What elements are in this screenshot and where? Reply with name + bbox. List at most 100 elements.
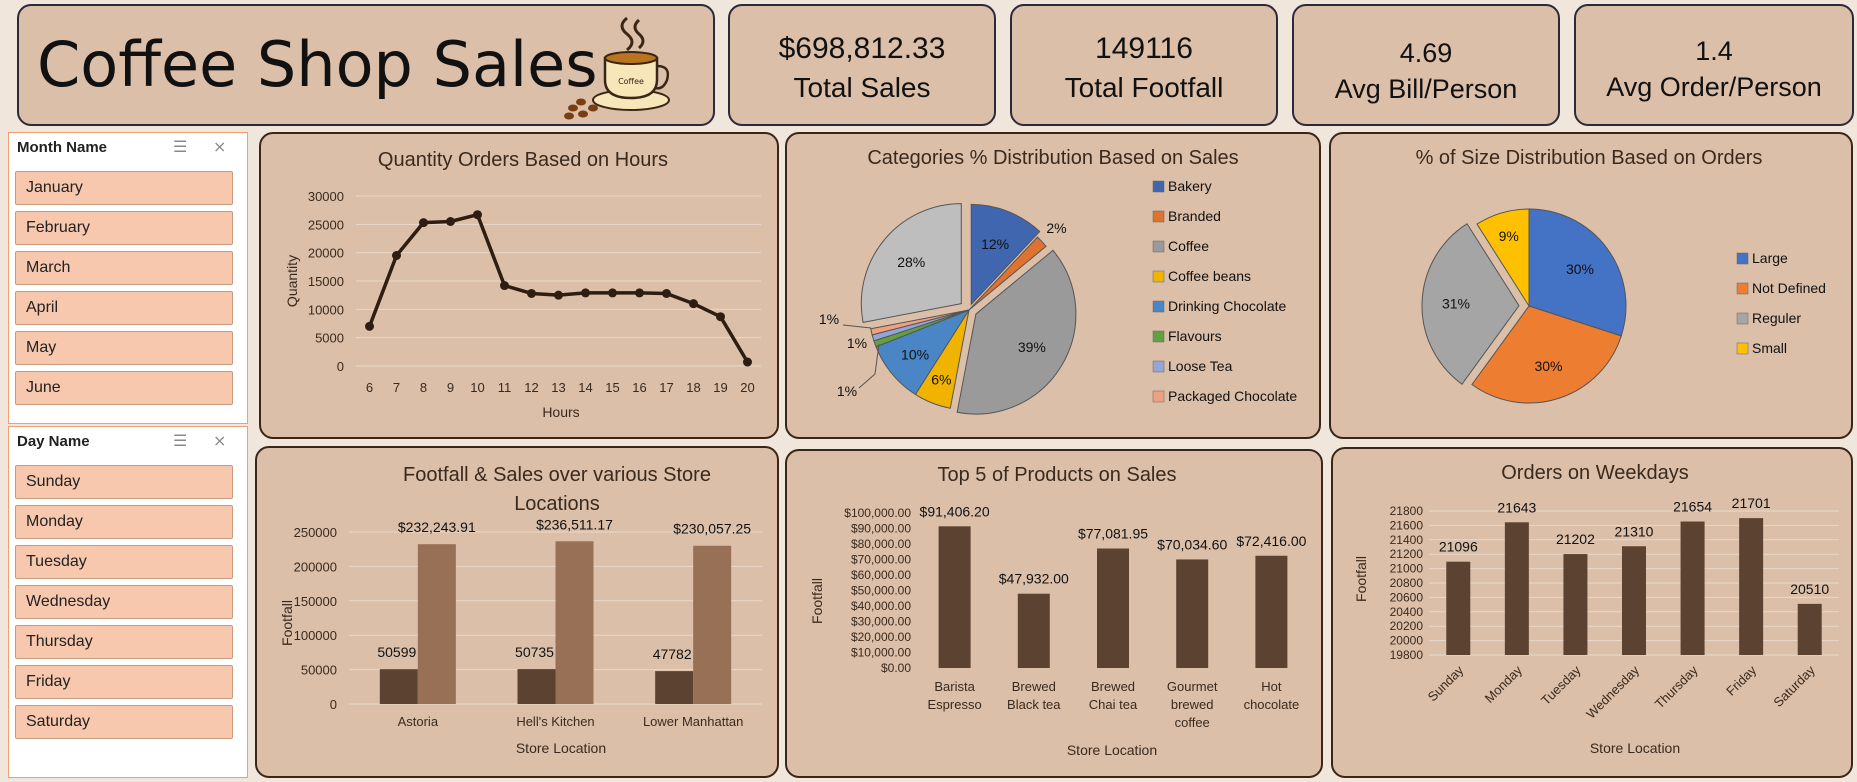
kpi-avg-order: 1.4 Avg Order/Person <box>1574 4 1854 126</box>
y-tick-label: $20,000.00 <box>851 630 911 644</box>
data-point <box>365 321 374 331</box>
slicer-item-saturday[interactable]: Saturday <box>15 705 233 739</box>
leader-line <box>858 343 880 389</box>
bar <box>655 671 694 704</box>
data-label: $230,057.25 <box>673 521 751 537</box>
slicer-item-march[interactable]: March <box>15 251 233 285</box>
kpi-total-sales: $698,812.33 Total Sales <box>728 4 996 126</box>
x-axis-label: Store Location <box>1067 742 1157 758</box>
y-tick-label: 20000 <box>1390 634 1424 648</box>
y-tick-label: $0.00 <box>881 661 911 675</box>
data-point <box>473 210 482 220</box>
y-axis-label: Quantity <box>284 255 300 307</box>
y-tick-label: 25000 <box>308 217 344 232</box>
x-tick-label: 15 <box>605 380 619 395</box>
x-tick-label: Brewed <box>1012 679 1056 694</box>
pie-slice <box>1476 208 1530 308</box>
chart-title: Locations <box>514 493 600 515</box>
data-label: 21202 <box>1556 531 1595 547</box>
y-tick-label: 21200 <box>1390 547 1424 561</box>
products-chart-panel: Top 5 of Products on Sales $0.00 $10,000.0… <box>785 449 1323 778</box>
y-axis-label: Footfall <box>279 600 295 646</box>
series-line <box>367 212 750 363</box>
slicer-item-thursday[interactable]: Thursday <box>15 625 233 659</box>
y-tick-label: 21000 <box>1390 562 1424 576</box>
legend-swatch <box>1152 240 1165 253</box>
slicer-item-april[interactable]: April <box>15 291 233 325</box>
chart-title: % of Size Distribution Based on Orders <box>1416 147 1763 169</box>
data-label: 20510 <box>1790 581 1829 597</box>
y-tick-label: 21600 <box>1390 518 1424 532</box>
stores-chart-panel: Footfall & Sales over various Store Locat… <box>255 446 779 778</box>
data-label: 2% <box>1046 220 1066 236</box>
x-tick-label: Espresso <box>927 697 981 712</box>
data-label: 21096 <box>1439 539 1478 555</box>
y-tick-label: 0 <box>337 359 344 374</box>
bar <box>1680 521 1705 655</box>
data-label: 1% <box>819 311 839 327</box>
y-tick-label: $60,000.00 <box>851 568 911 582</box>
data-point <box>689 299 698 309</box>
legend-label: Flavours <box>1168 328 1222 344</box>
clear-filter-icon[interactable]: ⨯ <box>213 139 227 156</box>
slicer-item-tuesday[interactable]: Tuesday <box>15 545 233 579</box>
data-point <box>662 288 671 298</box>
pie-slice <box>1421 223 1520 385</box>
data-label: 31% <box>1442 296 1470 312</box>
data-label: 39% <box>1018 339 1046 355</box>
data-point <box>392 251 401 260</box>
data-point <box>500 281 509 291</box>
y-tick-label: $100,000.00 <box>844 506 911 520</box>
hours-line-chart: Quantity Orders Based on Hours 0 5000 10000… <box>284 149 761 420</box>
legend-label: Large <box>1752 250 1788 266</box>
pie-slice <box>1528 208 1627 337</box>
y-tick-label: 15000 <box>308 274 344 289</box>
kpi-total-footfall: 149116 Total Footfall <box>1010 4 1278 126</box>
y-tick-label: 20400 <box>1390 605 1424 619</box>
y-tick-label: 21800 <box>1390 504 1424 518</box>
data-point <box>581 288 590 298</box>
data-point <box>446 217 455 226</box>
slicer-item-wednesday[interactable]: Wednesday <box>15 585 233 619</box>
legend-label: Small <box>1752 340 1787 356</box>
multi-select-icon[interactable]: ☰ <box>173 139 188 156</box>
data-label: $47,932.00 <box>999 571 1069 587</box>
bar <box>1097 548 1129 668</box>
slicer-item-friday[interactable]: Friday <box>15 665 233 699</box>
data-label: $72,416.00 <box>1236 533 1306 549</box>
slicer-item-may[interactable]: May <box>15 331 233 365</box>
bar <box>1622 546 1646 655</box>
legend-swatch <box>1152 360 1165 373</box>
categories-chart-panel: Categories % Distribution Based on Sales… <box>785 132 1321 439</box>
x-tick-label: 6 <box>366 380 373 395</box>
x-axis-label: Store Location <box>1590 740 1680 756</box>
kpi-label: Total Sales <box>793 72 931 103</box>
x-tick-label: Thursday <box>1652 662 1701 711</box>
y-tick-label: 20600 <box>1390 590 1424 604</box>
y-tick-label: 0 <box>330 697 337 712</box>
slicer-item-february[interactable]: February <box>15 211 233 245</box>
slicer-item-sunday[interactable]: Sunday <box>15 465 233 499</box>
chart-title: Footfall & Sales over various Store <box>403 464 711 486</box>
legend-label: Branded <box>1168 208 1221 224</box>
x-tick-label: chocolate <box>1244 697 1300 712</box>
data-point <box>527 288 536 298</box>
y-axis-label: Footfall <box>809 578 825 624</box>
data-label: 9% <box>1499 228 1519 244</box>
kpi-label: Total Footfall <box>1064 72 1224 103</box>
x-tick-label: Chai tea <box>1089 697 1138 712</box>
legend-label: Reguler <box>1752 310 1801 326</box>
multi-select-icon[interactable]: ☰ <box>173 433 188 450</box>
x-tick-label: Brewed <box>1091 679 1135 694</box>
slicer-item-january[interactable]: January <box>15 171 233 205</box>
x-tick-label: 19 <box>713 380 727 395</box>
x-axis-label: Store Location <box>516 740 606 756</box>
legend-label: Coffee beans <box>1168 268 1251 284</box>
clear-filter-icon[interactable]: ⨯ <box>213 433 227 450</box>
slicer-item-june[interactable]: June <box>15 371 233 405</box>
slicer-item-monday[interactable]: Monday <box>15 505 233 539</box>
pie-slice <box>970 203 1041 306</box>
data-label: 30% <box>1534 358 1562 374</box>
y-tick-label: 21400 <box>1390 533 1424 547</box>
chart-title: Categories % Distribution Based on Sales <box>867 147 1238 169</box>
